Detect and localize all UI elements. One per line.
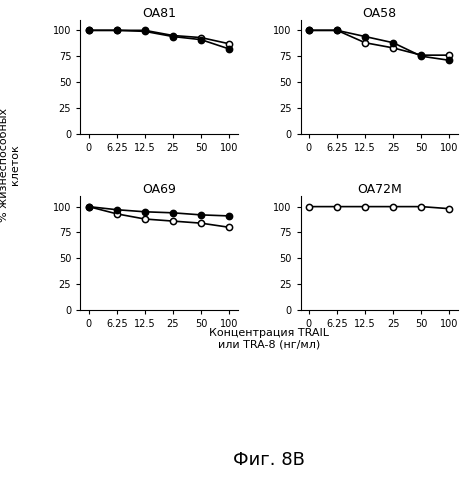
Text: % жизнеспособных
клеток: % жизнеспособных клеток [0, 108, 20, 222]
Text: Фиг. 8B: Фиг. 8B [233, 451, 305, 469]
Title: OA72M: OA72M [357, 184, 402, 196]
Title: OA81: OA81 [142, 7, 176, 20]
Title: OA58: OA58 [362, 7, 396, 20]
Text: Концентрация TRAIL
или TRA-8 (нг/мл): Концентрация TRAIL или TRA-8 (нг/мл) [209, 328, 329, 349]
Title: OA69: OA69 [142, 184, 176, 196]
